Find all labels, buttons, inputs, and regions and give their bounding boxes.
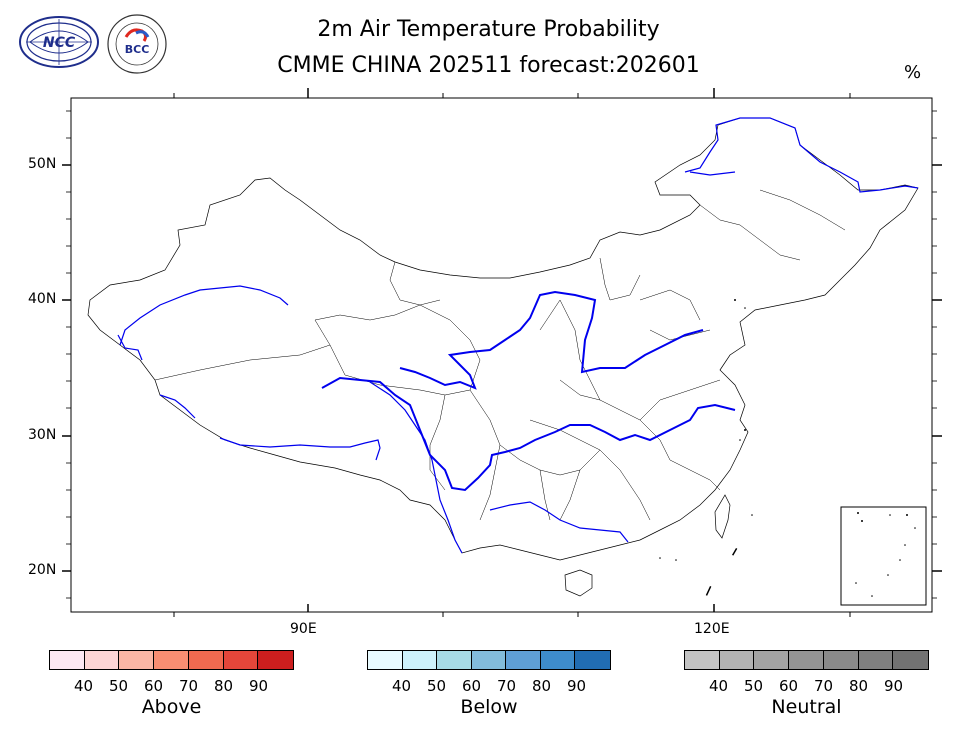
colorbar-swatch [258, 651, 293, 669]
lat-label-30n: 30N [28, 427, 57, 443]
lon-label-120e: 120E [694, 621, 730, 637]
below-tick-40: 40 [392, 677, 412, 695]
lancang-river [369, 381, 463, 554]
yarlung-river [219, 437, 381, 461]
heilongjiang-river [684, 117, 919, 193]
lat-major-ticks [62, 164, 942, 572]
colorbar-swatch [50, 651, 85, 669]
title-line-1: 2m Air Temperature Probability [317, 17, 660, 42]
colorbar-swatch [437, 651, 472, 669]
above-tick-90: 90 [249, 677, 269, 695]
svg-text:BCC: BCC [125, 43, 150, 56]
china-outline [87, 117, 919, 561]
lon-label-90e: 90E [290, 621, 317, 637]
colorbar-swatch [223, 651, 259, 669]
inset-islands [855, 512, 916, 597]
ncc-logo: NCC [18, 14, 100, 70]
colorbar-swatch [754, 651, 790, 669]
colorbar-below-title: Below [460, 696, 518, 718]
colorbar-neutral-title: Neutral [771, 696, 842, 718]
south-china-sea-inset [840, 506, 927, 606]
colorbar-neutral [684, 650, 929, 670]
yangtze-river [321, 376, 736, 492]
islands [659, 299, 753, 596]
colorbar-swatch [506, 651, 541, 669]
below-tick-70: 70 [497, 677, 517, 695]
above-tick-80: 80 [214, 677, 234, 695]
colorbar-swatch [84, 651, 120, 669]
lon-major-ticks [307, 88, 715, 612]
neutral-tick-60: 60 [779, 677, 799, 695]
colorbar-swatch [471, 651, 507, 669]
lat-label-50n: 50N [28, 156, 57, 172]
below-tick-50: 50 [427, 677, 447, 695]
colorbar-swatch [719, 651, 755, 669]
svg-text:NCC: NCC [43, 35, 76, 51]
colorbar-swatch [789, 651, 824, 669]
pearl-river [489, 501, 629, 543]
neutral-tick-70: 70 [814, 677, 834, 695]
neutral-tick-40: 40 [709, 677, 729, 695]
colorbar-swatch [575, 651, 610, 669]
neutral-tick-50: 50 [744, 677, 764, 695]
hainan-outline [564, 569, 593, 597]
lat-label-20n: 20N [28, 562, 57, 578]
lat-label-40n: 40N [28, 291, 57, 307]
colorbar-swatch [893, 651, 928, 669]
below-tick-60: 60 [462, 677, 482, 695]
neutral-tick-90: 90 [884, 677, 904, 695]
bcc-logo: BCC [106, 13, 168, 75]
above-tick-60: 60 [144, 677, 164, 695]
taiwan-outline [714, 494, 731, 539]
rivers [117, 117, 919, 554]
above-tick-70: 70 [179, 677, 199, 695]
province-borders [154, 189, 846, 521]
above-tick-50: 50 [109, 677, 129, 695]
colorbar-swatch [154, 651, 189, 669]
colorbar-swatch [402, 651, 438, 669]
colorbar-swatch [188, 651, 224, 669]
colorbar-above-title: Above [141, 696, 202, 718]
map-frame [70, 97, 933, 613]
colorbar-below [367, 650, 611, 670]
colorbar-swatch [685, 651, 720, 669]
below-tick-80: 80 [532, 677, 552, 695]
colorbar-swatch [119, 651, 155, 669]
tarim-river [119, 285, 289, 346]
above-tick-40: 40 [74, 677, 94, 695]
colorbar-swatch [368, 651, 403, 669]
neutral-tick-80: 80 [849, 677, 869, 695]
colorbar-swatch [858, 651, 894, 669]
colorbar-above [49, 650, 294, 670]
yellow-river [399, 290, 704, 390]
lon-minor-ticks [173, 93, 851, 617]
title-line-2: CMME CHINA 202511 forecast:202601 [277, 53, 700, 78]
below-tick-90: 90 [567, 677, 587, 695]
colorbar-swatch [823, 651, 859, 669]
unit-label: % [904, 62, 922, 83]
lat-minor-ticks [66, 110, 937, 599]
colorbar-swatch [540, 651, 576, 669]
